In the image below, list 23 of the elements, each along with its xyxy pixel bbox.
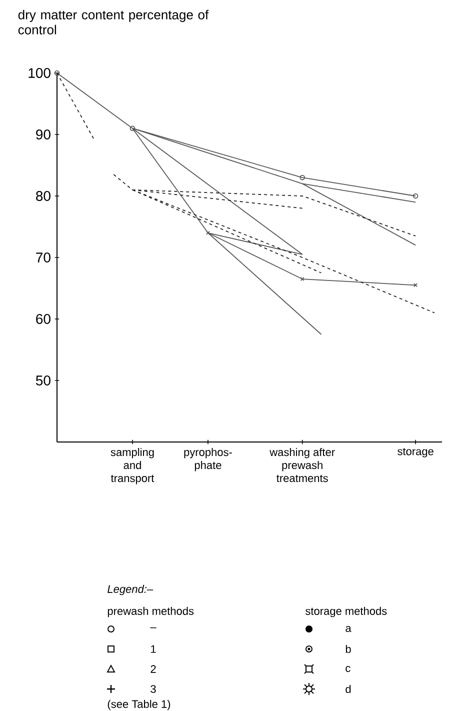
text: 1: [151, 645, 156, 653]
text: d: [346, 684, 351, 694]
y-tick-label: 90: [36, 130, 50, 140]
y-axis-title: dry matter content percentage of control: [18, 10, 209, 34]
text: 2: [150, 665, 156, 673]
text: b: [346, 644, 351, 654]
y-tick-label: 50: [36, 376, 50, 386]
x-tick-label: sampling and transport: [110, 448, 154, 484]
text: (see Table 1): [108, 700, 170, 710]
y-tick-label: 80: [36, 191, 50, 201]
x-tick-label: washing after prewash treatments: [270, 448, 335, 482]
text: –: [150, 627, 156, 628]
text: prewash methods: [108, 606, 194, 618]
y-tick-label: 100: [28, 68, 50, 78]
x-tick-label: storage: [398, 448, 434, 458]
text: storage methods: [306, 606, 387, 618]
text: Legend:–: [108, 584, 154, 596]
text: a: [346, 626, 352, 632]
x-tick-label: pyrophos-phate: [184, 448, 232, 472]
text: 3: [150, 685, 156, 693]
y-tick-label: 70: [36, 252, 50, 262]
y-tick-label: 60: [36, 314, 50, 324]
text: c: [346, 666, 350, 672]
